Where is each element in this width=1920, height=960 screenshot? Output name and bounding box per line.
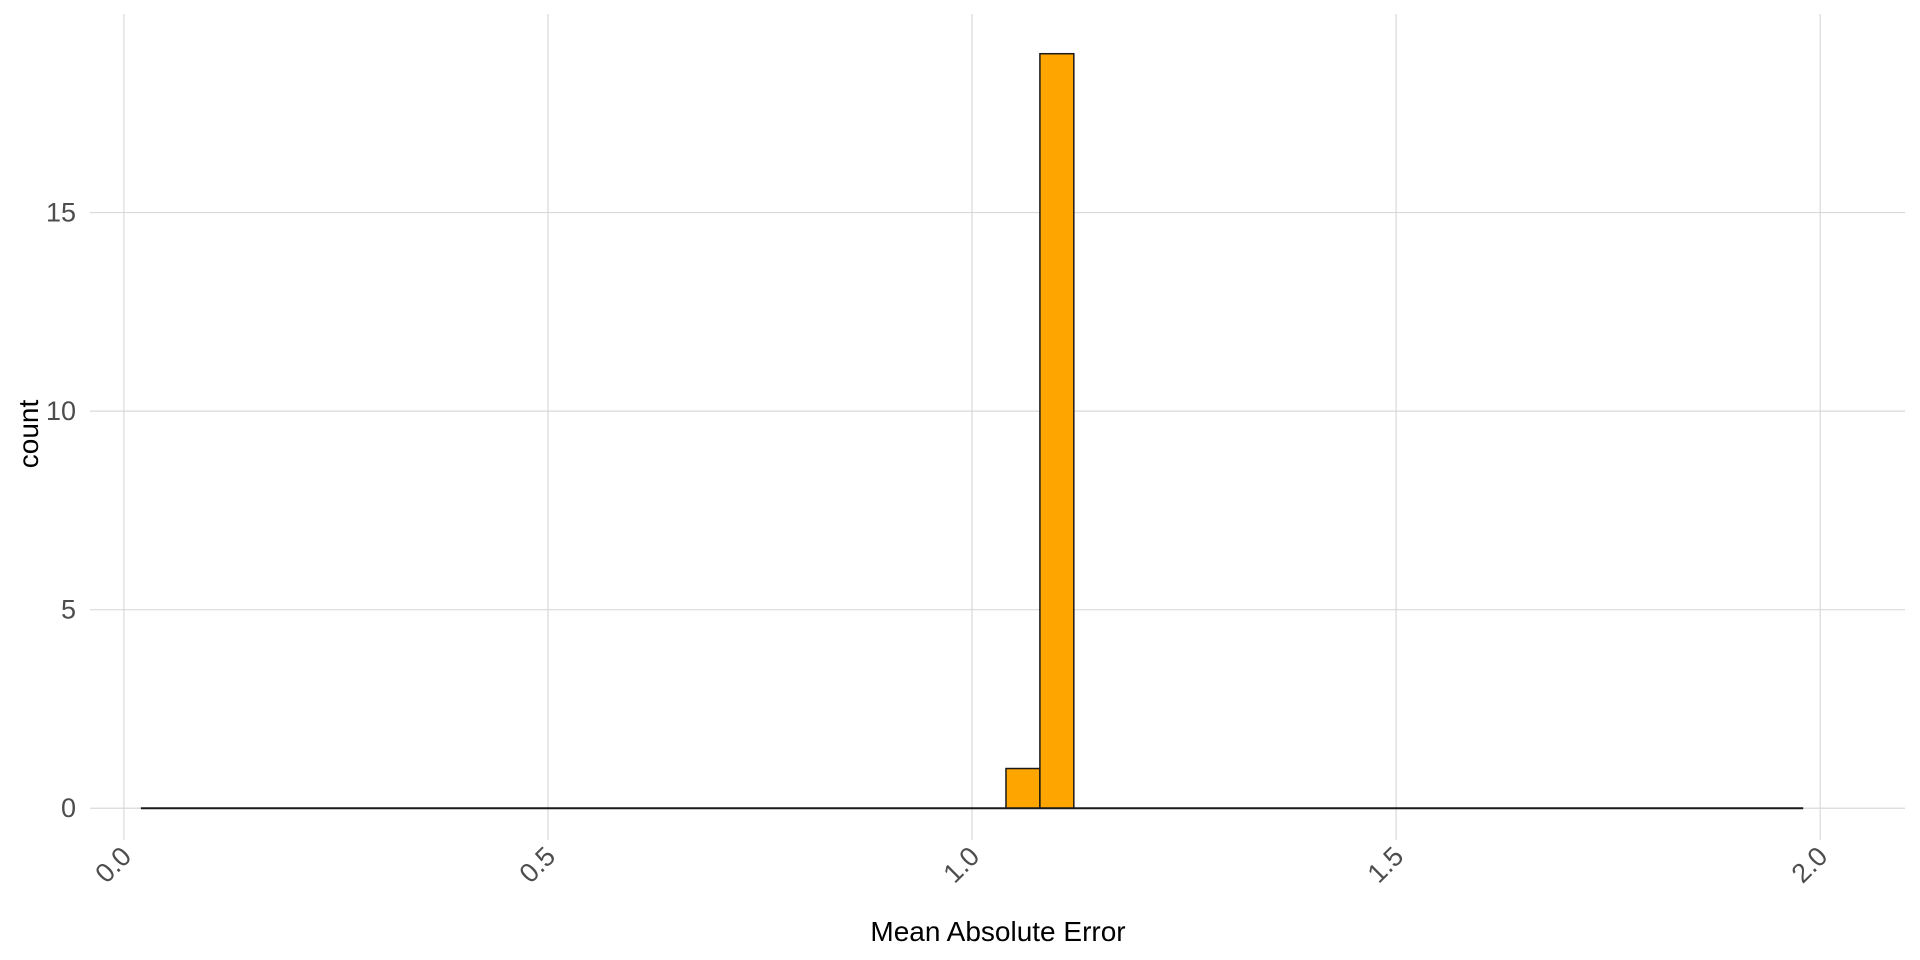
x-tick-label: 0.0 [89, 841, 137, 889]
grid-lines [90, 14, 1905, 840]
y-tick-label: 10 [46, 396, 76, 426]
x-tick-label: 1.0 [938, 841, 986, 889]
x-tick-label: 2.0 [1786, 841, 1834, 889]
y-axis-title: count [13, 400, 44, 469]
x-axis-ticks: 0.0 0.5 1.0 1.5 2.0 [89, 841, 1833, 889]
histogram-bar [1039, 52, 1075, 809]
y-tick-label: 15 [46, 198, 76, 228]
histogram-bar [1005, 767, 1041, 809]
x-tick-label: 0.5 [513, 841, 561, 889]
y-axis-ticks: 0 5 10 15 [46, 198, 76, 824]
x-tick-label: 1.5 [1362, 841, 1410, 889]
histogram-bars [1005, 52, 1075, 809]
y-tick-label: 0 [61, 793, 76, 823]
x-axis-title: Mean Absolute Error [870, 916, 1125, 947]
y-tick-label: 5 [61, 595, 76, 625]
